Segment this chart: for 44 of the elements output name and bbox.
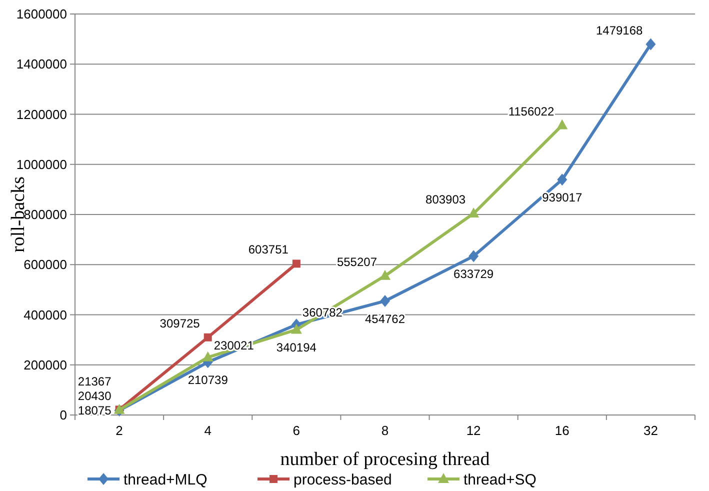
y-tick-label: 800000: [24, 207, 67, 222]
x-axis-title: number of procesing thread: [280, 449, 490, 470]
data-label: 939017: [542, 190, 582, 205]
data-label: 309725: [160, 316, 200, 330]
x-tick-label: 2: [116, 423, 123, 438]
data-label: 21367: [78, 374, 112, 389]
x-tick-label: 32: [643, 423, 658, 438]
y-tick-label: 1200000: [16, 106, 67, 122]
legend-label: thread+MLQ: [124, 471, 208, 488]
point: [290, 324, 302, 334]
data-label: 1479168: [596, 23, 644, 38]
data-label: 340194: [276, 340, 317, 355]
data-label: 633729: [454, 267, 494, 282]
y-tick-label: 400000: [24, 307, 67, 322]
data-label: 18075: [78, 403, 112, 418]
y-tick-label: 1400000: [16, 56, 67, 72]
x-tick-label: 16: [554, 423, 570, 438]
point: [646, 38, 656, 50]
legend-label: thread+SQ: [464, 471, 536, 488]
x-tick-label: 12: [466, 423, 481, 438]
point: [380, 270, 390, 280]
legend-label: process-based: [294, 471, 392, 488]
x-tick-label: 8: [381, 423, 389, 438]
data-label: 603751: [248, 242, 289, 257]
data-label: 803903: [426, 192, 466, 207]
point: [556, 119, 568, 130]
y-tick-label: 600000: [24, 257, 67, 272]
x-tick-label: 6: [292, 423, 300, 438]
point: [380, 295, 390, 308]
y-tick-label: 1600000: [16, 6, 67, 22]
x-tick-label: 4: [204, 423, 212, 438]
y-tick-label: 1000000: [16, 156, 67, 172]
data-label: 555207: [336, 254, 378, 269]
y-tick-label: 0: [60, 408, 67, 423]
point: [204, 333, 212, 342]
data-label: 1156022: [508, 104, 554, 118]
y-tick-label: 200000: [24, 357, 67, 372]
point: [468, 208, 480, 218]
point: [557, 174, 568, 186]
point: [468, 250, 479, 262]
data-label: 20430: [78, 388, 112, 403]
data-label: 454762: [364, 312, 406, 326]
data-label: 210739: [188, 373, 228, 388]
point: [292, 260, 300, 268]
